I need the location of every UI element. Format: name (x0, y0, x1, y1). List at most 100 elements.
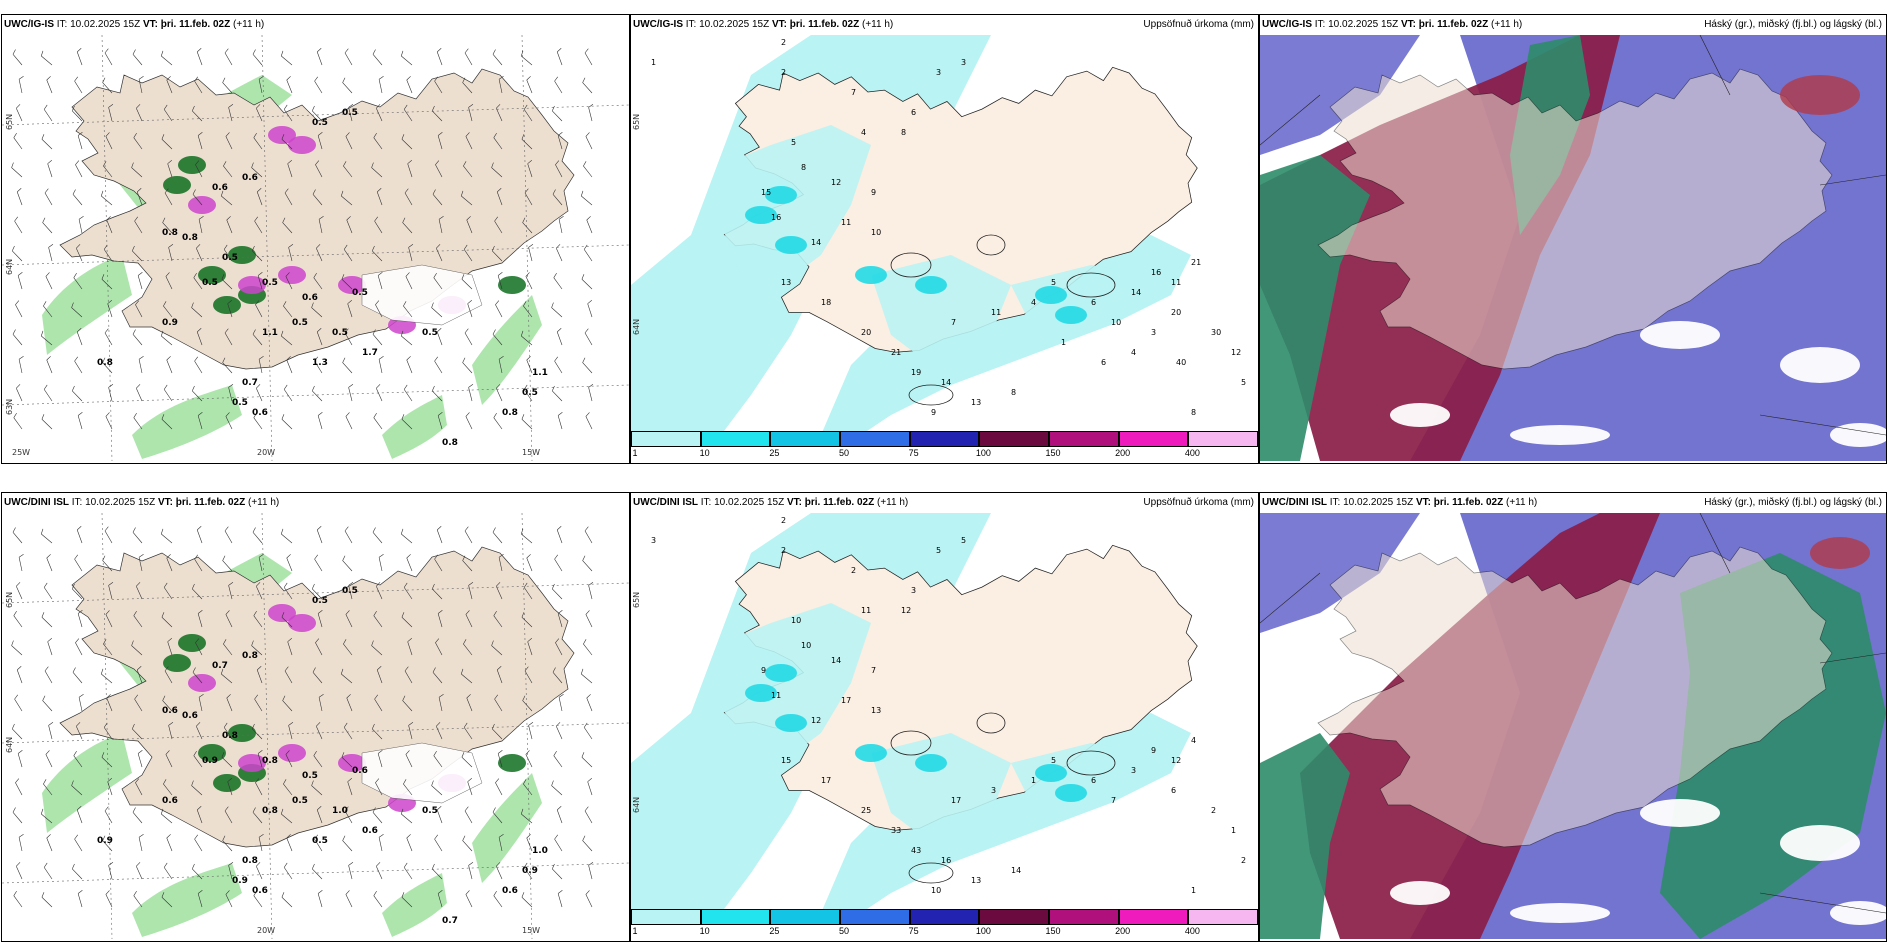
wind-barb (166, 76, 173, 94)
wind-barb-staff (288, 247, 293, 262)
wind-barb (340, 668, 353, 684)
wind-barb-staff (374, 698, 383, 712)
wind-barb (254, 694, 263, 712)
wind-barb-staff (228, 585, 233, 600)
wind-barb-feather (133, 412, 137, 418)
wind-barb-feather (133, 890, 137, 896)
wind-barb-feather (74, 76, 79, 82)
longitude-label: 15W (522, 926, 540, 935)
wind-barb (107, 778, 113, 796)
wind-barb (252, 245, 263, 262)
wind-barb-feather (378, 554, 384, 558)
wind-barb-feather (138, 76, 144, 80)
wind-barb (253, 890, 263, 908)
wind-barb-staff (556, 809, 563, 824)
precip-value-label: 6 (1171, 786, 1176, 795)
wind-barb-feather (11, 162, 14, 168)
wind-barb (520, 50, 533, 66)
wind-barb-feather (137, 272, 143, 276)
wind-barb-feather (72, 189, 76, 195)
wind-barb-feather (106, 216, 111, 221)
wind-barb-staff (166, 557, 173, 572)
precip-value-label: 16 (1151, 268, 1161, 277)
wind-barb-staff (316, 529, 323, 544)
precip-value-label: 3 (1131, 766, 1136, 775)
wind-barb (345, 610, 353, 628)
wind-barb-staff (254, 698, 263, 712)
colorbar-segment (1188, 909, 1258, 925)
wind-barb-feather (43, 862, 48, 868)
wind-barb-staff (462, 82, 473, 94)
wind-barb-feather (406, 356, 411, 361)
wind-barb (555, 160, 563, 178)
wind-barb-feather (16, 104, 21, 109)
wind-barb-feather (582, 835, 586, 841)
wind-barb-staff (103, 249, 113, 262)
wind-barb-staff (222, 82, 233, 94)
wind-barb (281, 134, 293, 150)
wind-barb (345, 132, 353, 150)
wind-barb-feather (314, 76, 319, 82)
wind-barb (436, 526, 443, 544)
wind-barb (436, 722, 443, 740)
wind-barb-feather (491, 162, 494, 168)
wind-barb-staff (408, 725, 413, 740)
wind-barb-feather (344, 328, 349, 334)
wind-barb-staff (192, 194, 203, 206)
wind-barb-staff (252, 54, 263, 66)
wind-barb-feather (255, 778, 260, 783)
wind-barb (286, 834, 293, 852)
wind-barb-staff (552, 672, 563, 684)
wind-barb (434, 76, 443, 94)
wind-barb-feather (464, 48, 469, 54)
wind-barb-feather (287, 160, 293, 164)
precip-value-label: 12 (831, 178, 841, 187)
colorbar-segment (1188, 431, 1258, 447)
wind-barb-staff (401, 813, 413, 824)
wind-barb (523, 779, 533, 796)
wind-barb-staff (525, 754, 533, 768)
wind-barb-feather (314, 356, 319, 362)
precip-value-label: 20 (861, 328, 871, 337)
wind-barb (551, 780, 563, 796)
wind-barb-staff (347, 303, 353, 318)
wind-barb-feather (225, 610, 230, 615)
wind-barb-feather (43, 301, 47, 307)
wind-barb (228, 104, 234, 122)
wind-barb (461, 752, 473, 768)
wind-barb-feather (18, 76, 24, 80)
wind-barb (528, 244, 534, 262)
wind-barb-feather (100, 190, 104, 197)
wind-barb-feather (17, 272, 23, 276)
precip-value-label: 1 (1061, 338, 1066, 347)
precip-value-label: 4 (1191, 736, 1196, 745)
wind-barb-feather (344, 526, 349, 532)
wind-barb-feather (403, 104, 408, 110)
wind-barb-feather (498, 554, 504, 558)
wind-barb-staff (76, 726, 83, 740)
wind-barb-feather (342, 77, 346, 83)
wind-barb (525, 272, 533, 290)
panel-bottom-middle: UWC/DINI ISL IT: 10.02.2025 15Z VT: þri.… (630, 492, 1259, 942)
light-precip-area (132, 863, 242, 937)
wind-barb-staff (406, 79, 413, 94)
wind-barb (341, 752, 353, 768)
wind-barb (521, 892, 533, 908)
wind-barb-feather (166, 356, 171, 361)
wind-barb-feather (192, 667, 196, 673)
wind-barb-staff (43, 783, 53, 796)
wind-barb (228, 582, 234, 600)
wind-barb (76, 722, 83, 740)
wind-barb-feather (41, 414, 45, 420)
wind-barb (557, 610, 563, 628)
wind-barb-staff (408, 247, 413, 262)
wind-barb-staff (312, 390, 323, 402)
wind-barb-feather (494, 694, 499, 700)
wind-barb (257, 272, 263, 290)
wind-barb-staff (136, 388, 143, 402)
wind-barb-staff (283, 305, 293, 318)
wind-barb (281, 892, 293, 908)
wind-barb-staff (378, 837, 383, 852)
wind-barb (464, 806, 473, 824)
wind-barb-staff (343, 727, 353, 740)
